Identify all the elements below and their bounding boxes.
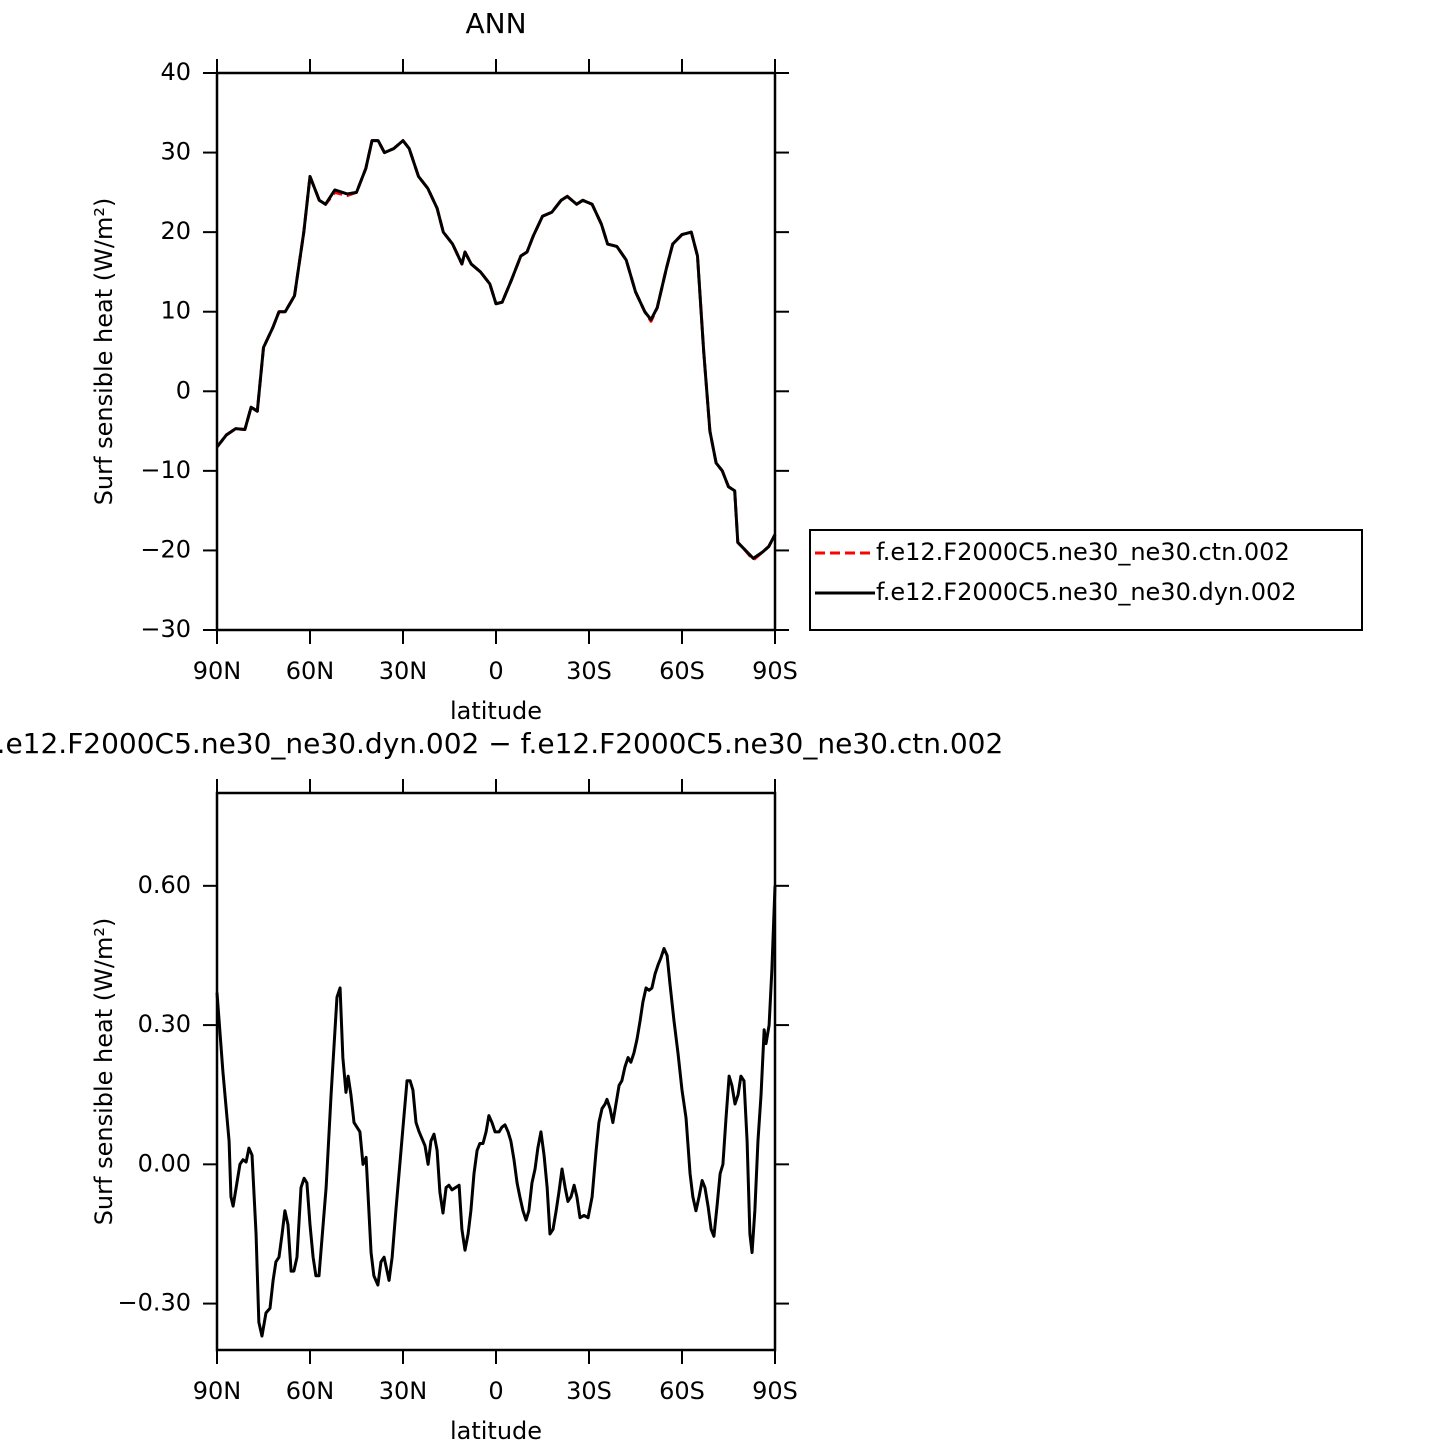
y-tick-label: 0.60: [138, 871, 191, 899]
data-line: [215, 139, 777, 560]
y-tick-label: 40: [160, 58, 191, 86]
x-tick-label: 30S: [566, 657, 612, 685]
x-tick-label: 0: [488, 657, 503, 685]
legend-label: f.e12.F2000C5.ne30_ne30.ctn.002: [876, 538, 1290, 566]
y-tick-label: 30: [160, 138, 191, 166]
x-axis-label: latitude: [450, 1417, 542, 1445]
x-tick-label: 0: [488, 1377, 503, 1405]
y-tick-label: 20: [160, 217, 191, 245]
x-tick-label: 60S: [659, 1377, 705, 1405]
x-tick-label: 60S: [659, 657, 705, 685]
x-tick-label: 30S: [566, 1377, 612, 1405]
y-axis-label: Surf sensible heat (W/m²): [90, 918, 118, 1226]
x-tick-label: 60N: [286, 657, 335, 685]
plot-frame: [215, 71, 777, 632]
y-tick-label: −30: [140, 615, 191, 643]
x-tick-label: 30N: [379, 1377, 428, 1405]
x-tick-label: 90S: [752, 657, 798, 685]
legend-box: [809, 529, 1363, 631]
y-axis-label: Surf sensible heat (W/m²): [90, 198, 118, 506]
y-tick-label: 10: [160, 297, 191, 325]
legend-label: f.e12.F2000C5.ne30_ne30.dyn.002: [876, 578, 1297, 606]
y-tick-label: −20: [140, 535, 191, 563]
y-tick-label: −10: [140, 456, 191, 484]
y-tick-label: 0.00: [138, 1149, 191, 1177]
x-tick-label: 30N: [379, 657, 428, 685]
y-tick-label: 0: [176, 376, 191, 404]
x-tick-label: 90N: [193, 1377, 242, 1405]
chart-title: f.e12.F2000C5.ne30_ne30.dyn.002 − f.e12.…: [0, 727, 1003, 760]
x-axis-label: latitude: [450, 697, 542, 725]
chart-title: ANN: [465, 7, 526, 40]
x-tick-label: 90S: [752, 1377, 798, 1405]
data-line: [215, 885, 777, 1338]
x-tick-label: 90N: [193, 657, 242, 685]
y-tick-label: −0.30: [117, 1289, 191, 1317]
x-tick-label: 60N: [286, 1377, 335, 1405]
y-tick-label: 0.30: [138, 1010, 191, 1038]
data-line: [215, 139, 777, 562]
plot-frame: [215, 791, 777, 1352]
